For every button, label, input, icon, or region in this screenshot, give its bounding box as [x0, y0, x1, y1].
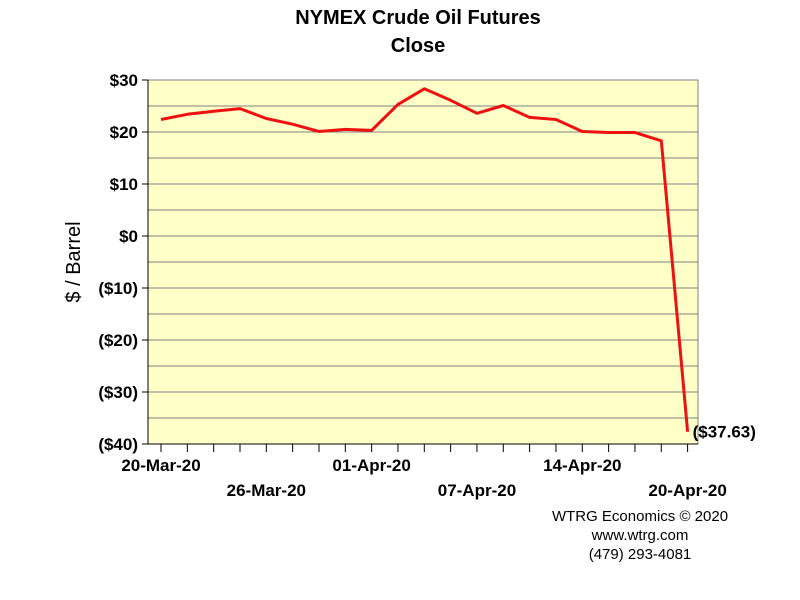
x-tick-label: 20-Apr-20	[648, 481, 726, 500]
y-tick-label: $30	[110, 71, 138, 90]
x-tick-label: 01-Apr-20	[332, 456, 410, 475]
y-tick-label: ($40)	[98, 435, 138, 454]
end-value-label: ($37.63)	[693, 423, 756, 442]
y-axis-label: $ / Barrel	[63, 221, 85, 302]
credits: WTRG Economics © 2020 www.wtrg.com (479)…	[540, 507, 740, 564]
y-tick-label: $0	[119, 227, 138, 246]
y-tick-label: ($20)	[98, 331, 138, 350]
price-line	[160, 87, 690, 432]
credits-website[interactable]: www.wtrg.com	[591, 527, 689, 544]
y-tick-label: $20	[110, 123, 138, 142]
x-tick-label: 14-Apr-20	[543, 456, 621, 475]
chart-title: NYMEX Crude Oil Futures	[295, 7, 541, 29]
credits-phone: (479) 293-4081	[588, 546, 692, 563]
x-tick-label: 20-Mar-20	[121, 456, 200, 475]
y-tick-label: $10	[110, 175, 138, 194]
credits-company: WTRG Economics © 2020	[551, 508, 729, 525]
x-tick-label: 07-Apr-20	[438, 481, 516, 500]
y-tick-label: ($30)	[98, 383, 138, 402]
x-tick-label: 26-Mar-20	[227, 481, 306, 500]
chart-subtitle: Close	[390, 35, 446, 57]
y-tick-label: ($10)	[98, 279, 138, 298]
